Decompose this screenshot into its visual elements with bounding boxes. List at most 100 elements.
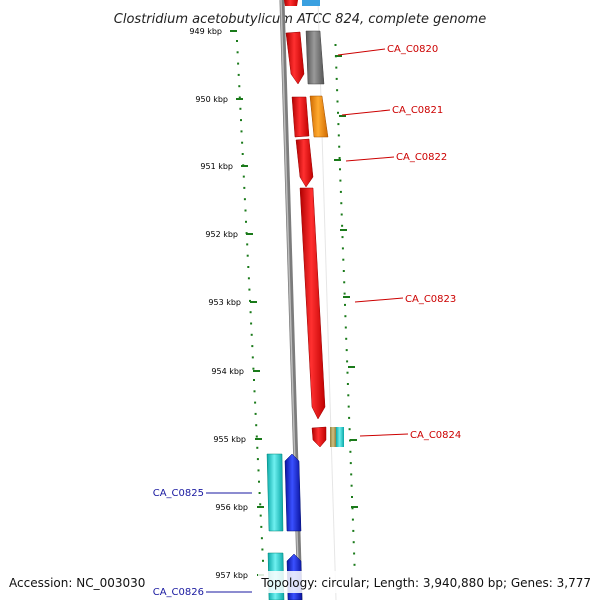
ruler-dot xyxy=(341,224,344,227)
gene-ca-c0822[interactable] xyxy=(295,138,314,188)
ruler-dot xyxy=(346,383,349,385)
ruler-dot xyxy=(261,548,264,551)
footer-bg xyxy=(0,571,150,593)
ruler-dot xyxy=(255,435,258,438)
ruler-dot xyxy=(259,503,262,506)
ruler-dot xyxy=(344,326,347,329)
ruler-dot xyxy=(237,62,240,65)
ruler-label: 952 kbp xyxy=(205,230,238,239)
gene-ca-c0821[interactable] xyxy=(291,96,310,138)
ruler-dot xyxy=(244,209,247,212)
ruler-dot xyxy=(349,462,352,465)
ruler-dot xyxy=(258,480,260,483)
ruler-dot xyxy=(242,175,245,178)
footer-bg xyxy=(258,571,598,593)
gene-ca-c0825[interactable] xyxy=(266,453,284,532)
ruler-dot xyxy=(336,89,339,92)
ruler-dot xyxy=(342,258,345,261)
ruler-dot xyxy=(347,405,350,408)
ruler-dot xyxy=(256,446,259,449)
ruler-dot xyxy=(341,236,344,239)
gene-label[interactable]: CA_C0822 xyxy=(396,152,447,163)
ruler-dot xyxy=(254,412,257,415)
gene-track xyxy=(266,0,344,600)
ruler-dot xyxy=(247,277,250,280)
ruler-dot xyxy=(248,288,251,291)
gene-feature[interactable] xyxy=(302,0,320,6)
ruler-dot xyxy=(260,537,263,540)
ruler-dot xyxy=(255,424,258,427)
ruler-label: 953 kbp xyxy=(208,298,241,307)
ruler-dot xyxy=(238,96,241,99)
gene-feature[interactable] xyxy=(284,0,298,6)
ruler-label: 951 kbp xyxy=(200,162,233,171)
ruler-dot xyxy=(237,73,240,76)
gene-labels: CA_C0820 CA_C0821 CA_C0822 CA_C0823 CA_C… xyxy=(153,44,462,598)
ruler-dot xyxy=(239,107,242,110)
ruler-label: 957 kbp xyxy=(215,571,248,580)
gene-label[interactable]: CA_C0823 xyxy=(405,294,456,305)
gene-label[interactable]: CA_C0826 xyxy=(153,587,204,598)
ruler-dots xyxy=(230,30,358,576)
gene-ca-c0825-partner[interactable] xyxy=(284,453,302,532)
ruler-label: 950 kbp xyxy=(195,95,228,104)
ruler-dot xyxy=(335,77,338,80)
ruler-label: 955 kbp xyxy=(213,435,246,444)
ruler-tick xyxy=(343,296,350,298)
ruler-dot xyxy=(238,85,241,88)
ruler-dot xyxy=(353,563,356,566)
ruler-dot xyxy=(348,416,351,419)
ruler-tick xyxy=(334,159,341,161)
ruler-dot xyxy=(243,198,246,201)
ruler-dot xyxy=(260,525,263,528)
ruler-dot xyxy=(338,157,341,159)
leader-line xyxy=(354,297,404,303)
ruler-dot xyxy=(254,401,257,404)
ruler-dot xyxy=(350,473,353,476)
gene-ca-c0824-partner[interactable] xyxy=(336,427,344,447)
map-title: Clostridium acetobutylicum ATCC 824, com… xyxy=(114,12,486,27)
ruler-dot xyxy=(344,303,346,306)
ruler-dot xyxy=(258,492,261,494)
ruler-dot xyxy=(246,254,249,257)
ruler-dot xyxy=(339,190,342,193)
ruler-dot xyxy=(341,247,344,250)
gene-ca-c0820[interactable] xyxy=(285,31,305,85)
ruler-tick xyxy=(236,98,243,100)
ruler-dot xyxy=(349,450,352,453)
ruler-dot xyxy=(346,360,349,363)
ruler: 949 kbp 950 kbp 951 kbp 952 kbp 953 kbp … xyxy=(189,27,248,580)
ruler-dot xyxy=(342,270,345,272)
ruler-dot xyxy=(353,552,356,555)
gene-ca-c0821-partner[interactable] xyxy=(309,95,329,138)
ruler-tick xyxy=(351,506,358,508)
gene-label[interactable]: CA_C0820 xyxy=(387,44,438,55)
ruler-dot xyxy=(347,394,350,397)
ruler-tick xyxy=(230,30,237,32)
ruler-dot xyxy=(336,100,339,103)
ruler-tick xyxy=(257,506,264,508)
gene-ca-c0823[interactable] xyxy=(299,187,326,420)
ruler-dot xyxy=(262,559,264,562)
ruler-label: 949 kbp xyxy=(189,27,222,36)
leader-line xyxy=(337,48,386,56)
ruler-dot xyxy=(241,141,244,144)
ruler-dot xyxy=(340,202,343,205)
gene-label[interactable]: CA_C0821 xyxy=(392,105,443,116)
ruler-dot xyxy=(339,179,342,182)
ruler-dot xyxy=(257,469,260,472)
ruler-dot xyxy=(253,390,256,393)
gene-label[interactable]: CA_C0824 xyxy=(410,430,461,441)
ruler-dot xyxy=(252,367,255,370)
gene-ca-c0824-partner[interactable] xyxy=(330,427,336,447)
ruler-tick xyxy=(253,370,260,372)
ruler-label: 954 kbp xyxy=(211,367,244,376)
gene-ca-c0824[interactable] xyxy=(311,426,327,448)
ruler-dot xyxy=(344,315,347,318)
gene-label[interactable]: CA_C0825 xyxy=(153,488,204,499)
ruler-tick xyxy=(340,229,347,231)
leader-line xyxy=(341,109,391,116)
ruler-dot xyxy=(339,168,341,171)
leader-line xyxy=(345,156,395,162)
gene-ca-c0820-partner[interactable] xyxy=(305,30,325,85)
